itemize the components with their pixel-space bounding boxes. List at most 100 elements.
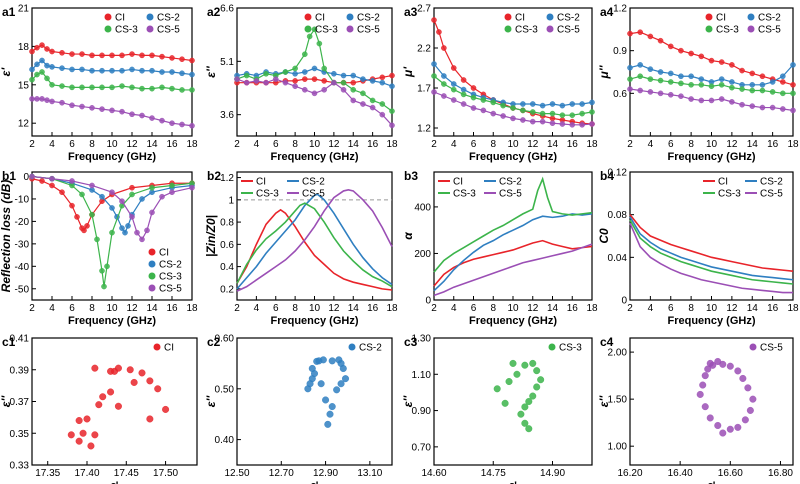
data-point [109, 84, 115, 91]
y-tick-label: 2.7 [417, 4, 431, 15]
data-point [647, 66, 654, 72]
x-axis-label: Frequency (GHz) [667, 315, 755, 327]
legend-label: CS-3 [515, 25, 538, 36]
x-tick-label: 16.60 [718, 468, 743, 479]
data-point [379, 111, 386, 118]
data-point [739, 101, 745, 108]
x-tick-label: 8 [490, 139, 496, 150]
y-tick-label: 0.12 [608, 168, 628, 179]
data-point [589, 121, 595, 127]
data-point [490, 99, 497, 106]
data-point [521, 403, 529, 411]
legend-label: CI [315, 13, 325, 24]
legend-label: CS-2 [499, 177, 522, 188]
x-tick-label: 16 [367, 139, 379, 150]
data-point [79, 66, 85, 73]
data-point [790, 90, 796, 97]
data-point [790, 107, 796, 114]
series-cs-3 [629, 219, 794, 285]
data-point [119, 67, 125, 74]
data-point [539, 118, 546, 125]
x-tick-label: 4 [254, 303, 260, 314]
data-point [49, 48, 55, 55]
data-point [657, 37, 664, 44]
legend: CI CS-2 CS-3 CS-5 [703, 177, 783, 200]
x-tick-label: 16 [367, 303, 379, 314]
data-point [637, 29, 643, 35]
series-line [433, 63, 593, 107]
data-point [331, 70, 337, 77]
panel-c1: 17.35 17.40 17.45 17.50 0.33 0.35 0.37 0.39 0.41… [0, 334, 198, 484]
data-point [159, 84, 165, 91]
data-point [104, 263, 110, 270]
panel-label: a1 [2, 5, 16, 19]
legend-swatch [548, 343, 556, 351]
data-point [107, 388, 115, 396]
data-point [360, 90, 366, 97]
x-tick-label: 4 [648, 303, 654, 314]
data-point [718, 76, 725, 82]
data-point [125, 223, 131, 229]
data-point [89, 84, 95, 91]
panel-a4: 2 4 6 8 10 12 14 16 18 0.6 0.9 1.2 Frequency (GHz) μ'… [597, 4, 799, 164]
panel-label: c3 [404, 335, 418, 349]
data-point [490, 110, 497, 117]
data-point [109, 67, 115, 74]
data-point [657, 69, 664, 75]
series-line [236, 188, 393, 292]
x-tick-label: 4 [254, 139, 260, 150]
x-tick-label: 13.10 [357, 468, 382, 479]
data-point [139, 52, 145, 59]
data-point [302, 51, 308, 58]
data-point [34, 61, 40, 68]
legend-swatch [348, 343, 356, 351]
legend-label: CS-2 [157, 13, 180, 24]
data-point [729, 62, 735, 68]
data-point [69, 84, 75, 91]
data-point [718, 96, 725, 102]
x-tick-label: 6 [69, 303, 75, 314]
data-point [431, 17, 437, 23]
data-point [91, 431, 99, 439]
data-point [708, 97, 715, 104]
data-point [99, 193, 105, 200]
series-cs-5 [234, 76, 395, 129]
data-point [302, 76, 308, 82]
plot-frame [236, 337, 393, 466]
data-point [189, 122, 195, 129]
data-point [369, 104, 376, 111]
x-tick-label: 2 [234, 303, 240, 314]
x-tick-label: 2 [29, 303, 35, 314]
panel-b3: 2 4 6 8 10 12 14 16 18 0 200 400 Frequency (GHz) α b3 C… [401, 169, 598, 327]
y-tick-label: 3.6 [220, 110, 234, 121]
data-point [189, 57, 195, 64]
legend-label: CS-2 [758, 13, 781, 24]
x-tick-label: 12 [126, 303, 138, 314]
data-point [99, 268, 105, 274]
y-tick-label: 0 [621, 296, 627, 307]
series-cs-3 [433, 176, 593, 273]
y-tick-label: 2.2 [417, 44, 431, 55]
x-tick-label: 14 [747, 139, 759, 150]
x-axis-label: Frequency (GHz) [667, 151, 755, 163]
series-line [433, 239, 593, 287]
data-point [169, 69, 175, 75]
data-point [67, 431, 75, 439]
x-tick-label: 12.70 [269, 468, 294, 479]
data-point [39, 178, 45, 184]
x-tick-label: 14 [348, 139, 360, 150]
data-point [525, 398, 533, 406]
data-point [326, 410, 334, 418]
x-tick-label: 12 [328, 139, 340, 150]
data-point [130, 378, 138, 386]
data-point [369, 97, 376, 104]
data-point [302, 86, 308, 93]
x-tick-label: 18 [586, 139, 598, 150]
legend-label: CS-3 [453, 189, 476, 200]
panel-label: c2 [207, 335, 221, 349]
y-tick-label: 0.40 [215, 435, 235, 446]
x-tick-label: 16 [567, 139, 579, 150]
data-point [769, 89, 776, 95]
x-tick-label: 6 [69, 139, 75, 150]
data-point [321, 86, 327, 93]
